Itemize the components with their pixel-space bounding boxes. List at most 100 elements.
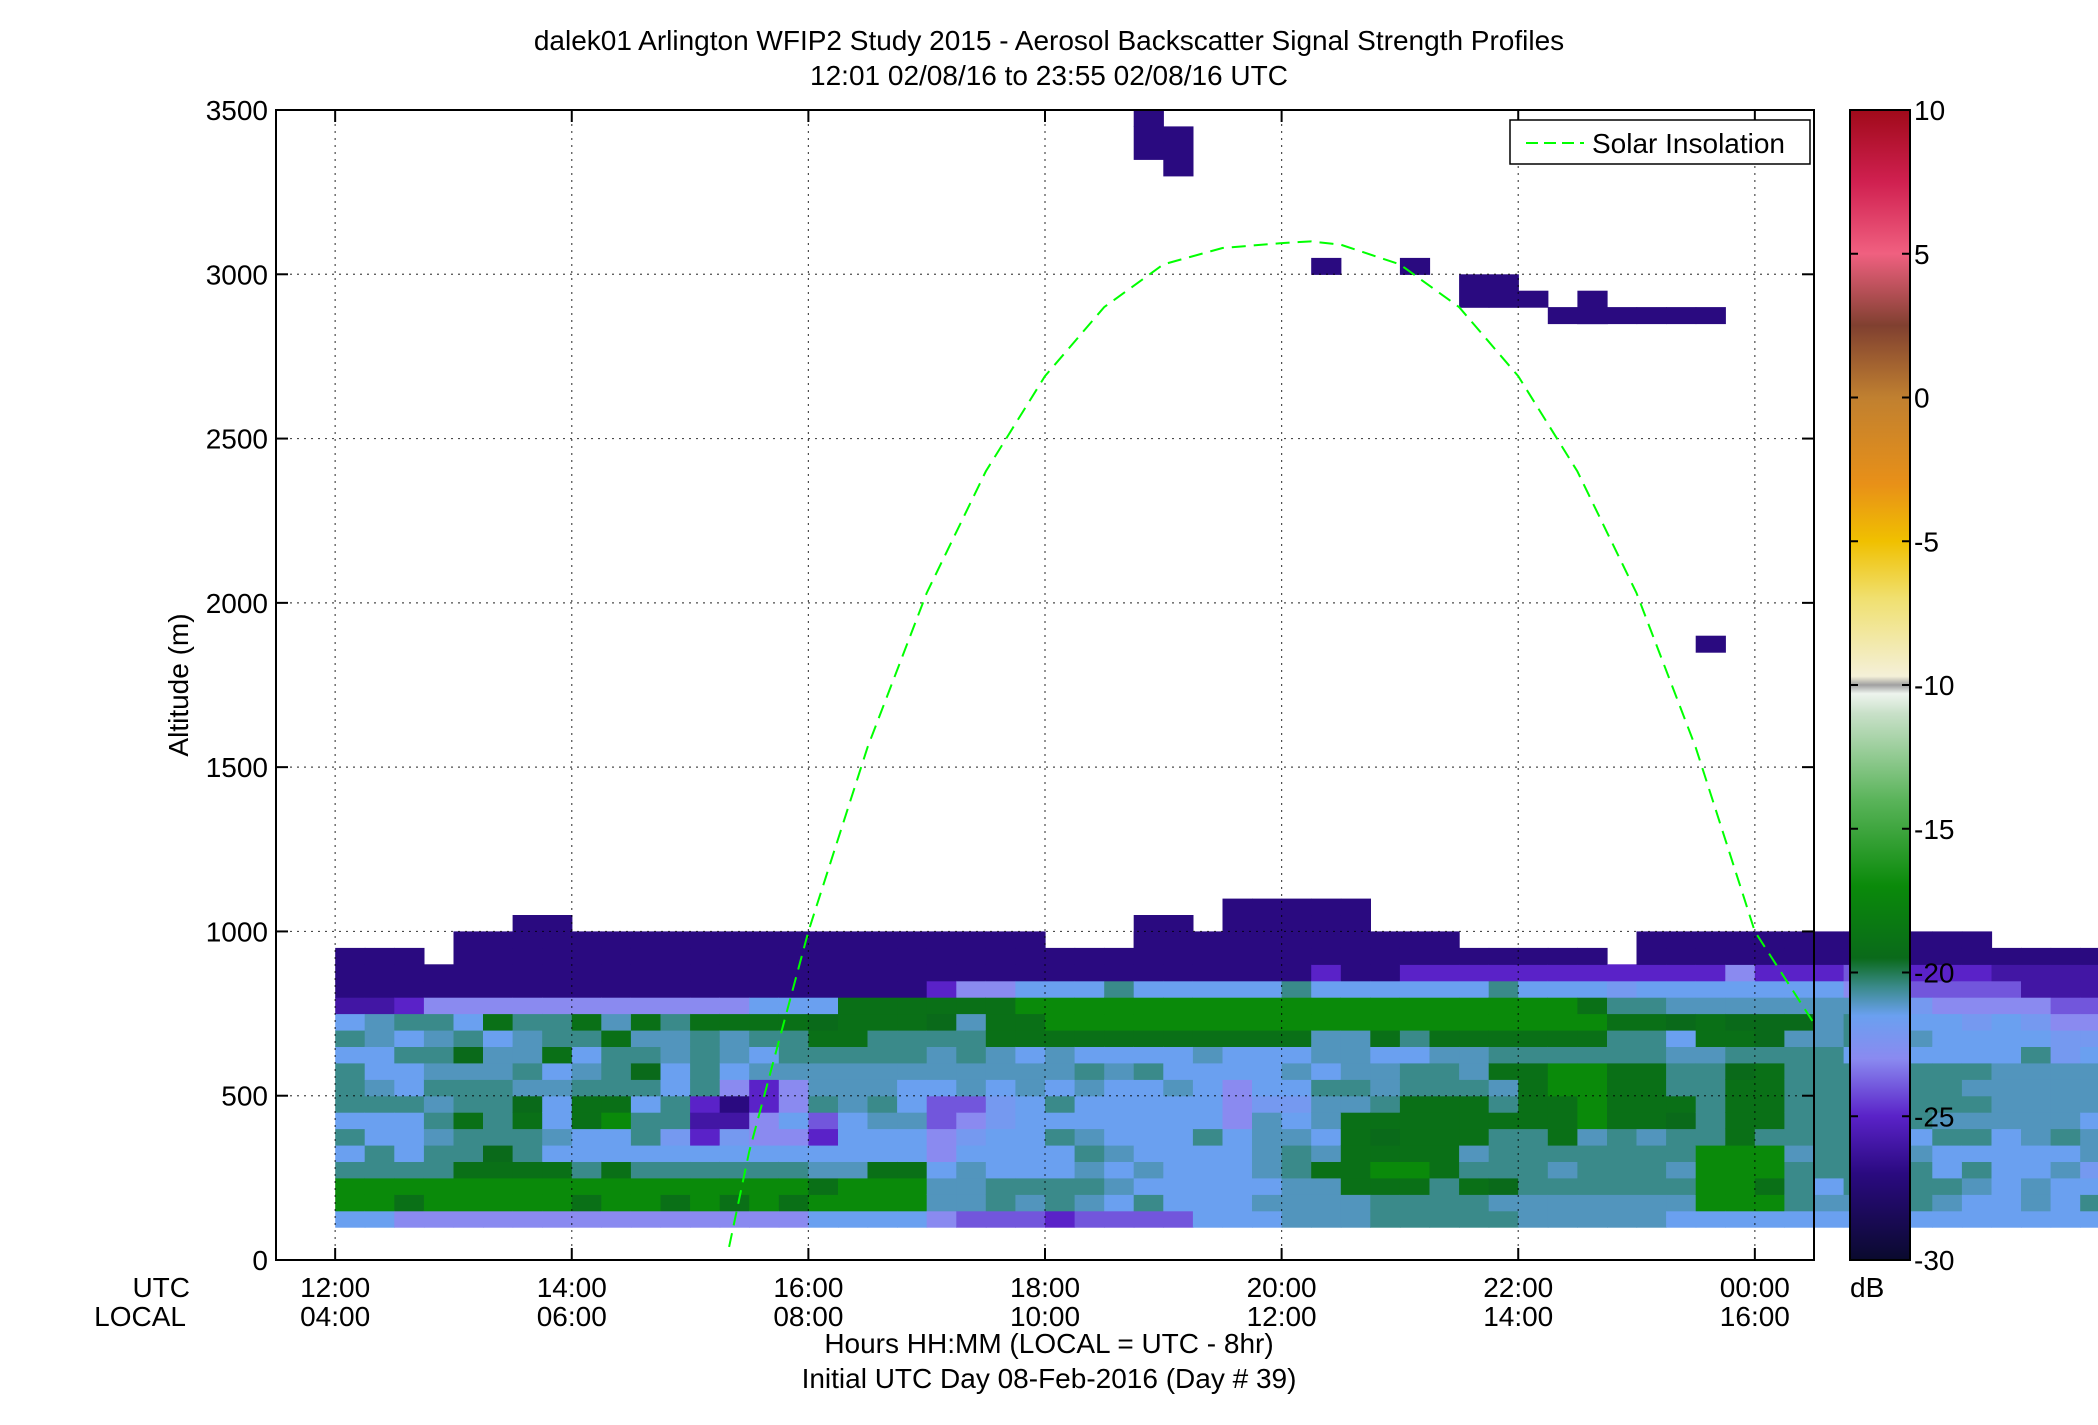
heatmap-cell — [1340, 1062, 1371, 1080]
heatmap-cell — [2050, 1177, 2081, 1195]
heatmap-cell — [838, 964, 869, 982]
heatmap-cell — [1045, 1177, 1076, 1195]
heatmap-cell — [1666, 1079, 1697, 1097]
heatmap-cell — [1814, 1030, 1845, 1047]
colorbar-tick-label: 10 — [1914, 95, 1945, 126]
heatmap-cell — [1488, 1194, 1519, 1212]
heatmap-cell — [719, 1145, 750, 1162]
heatmap-cell — [1074, 1112, 1105, 1130]
y-axis-label: Altitude (m) — [163, 613, 194, 756]
heatmap-cell — [956, 1128, 987, 1146]
heatmap-cell — [1133, 1062, 1164, 1080]
heatmap-cell — [571, 1046, 602, 1064]
heatmap-cell — [1192, 1046, 1224, 1064]
heatmap-cell — [897, 1046, 928, 1064]
heatmap-cell — [1252, 947, 1283, 965]
heatmap-cell — [1459, 1013, 1490, 1031]
colorbar: 10 5 0 -5 -10 -15 -20 -25 -30 dB — [1849, 95, 1954, 1303]
heatmap-cell — [1636, 997, 1667, 1015]
heatmap-cell — [542, 1112, 573, 1130]
heatmap-cell — [1932, 1194, 1963, 1212]
heatmap-cell — [630, 1177, 662, 1195]
heatmap-cell — [749, 947, 780, 965]
heatmap-cell — [749, 1194, 780, 1212]
heatmap-cell — [926, 1046, 957, 1064]
heatmap-cell — [1961, 1210, 1993, 1228]
heatmap-cell — [1577, 1128, 1608, 1146]
heatmap-cell — [1399, 1013, 1431, 1031]
heatmap-cell — [483, 997, 514, 1015]
heatmap-cell — [571, 1079, 602, 1097]
heatmap-cell — [956, 980, 987, 998]
heatmap-cell — [1192, 980, 1224, 998]
heatmap-cell — [1163, 142, 1194, 177]
heatmap-cell — [1695, 964, 1726, 982]
heatmap-cell — [897, 1079, 928, 1097]
heatmap-cell — [601, 1062, 632, 1080]
heatmap-cell — [364, 1210, 395, 1228]
heatmap-cell — [1104, 1161, 1135, 1179]
heatmap-cell — [1252, 1013, 1283, 1031]
heatmap-cell — [1577, 290, 1608, 325]
heatmap-cell — [1991, 1112, 2022, 1130]
heatmap-cell — [1104, 1079, 1135, 1097]
heatmap-cell — [985, 1062, 1016, 1080]
heatmap-cell — [1961, 1112, 1993, 1130]
colorbar-tick-label: -15 — [1914, 814, 1954, 845]
heatmap-cell — [2050, 1095, 2081, 1113]
x-row-label-local: LOCAL — [94, 1301, 186, 1332]
heatmap-cell — [808, 1095, 839, 1113]
colorbar-tick-label: -10 — [1914, 670, 1954, 701]
heatmap-cell — [542, 947, 573, 965]
x-tick-label-local: 08:00 — [773, 1301, 843, 1332]
y-tick-label: 1000 — [206, 916, 268, 947]
heatmap-cell — [542, 980, 573, 998]
heatmap-cell — [512, 1161, 543, 1179]
heatmap-cell — [1281, 1161, 1312, 1179]
heatmap-cell — [2021, 1210, 2052, 1228]
heatmap-cell — [1311, 1128, 1342, 1146]
heatmap-cell — [542, 1145, 573, 1162]
plot-area — [275, 109, 2098, 1261]
heatmap-cell — [1784, 931, 1815, 949]
heatmap-cell — [1222, 964, 1253, 982]
heatmap-cell — [1577, 1095, 1608, 1113]
heatmap-cell — [1695, 1161, 1726, 1179]
heatmap-cell — [1961, 964, 1993, 982]
heatmap-cell — [1192, 964, 1224, 982]
heatmap-cell — [1370, 931, 1401, 949]
heatmap-cell — [1133, 964, 1164, 982]
heatmap-cell — [2050, 1145, 2081, 1162]
heatmap-cell — [1636, 964, 1667, 982]
heatmap-cell — [630, 1095, 662, 1113]
heatmap-cell — [394, 1177, 425, 1195]
heatmap-cell — [1045, 1079, 1076, 1097]
heatmap-cell — [1518, 1161, 1549, 1179]
heatmap-cell — [897, 1095, 928, 1113]
heatmap-cell — [1192, 931, 1224, 949]
heatmap-cell — [483, 931, 514, 949]
heatmap-cell — [660, 1177, 691, 1195]
heatmap-cell — [1399, 1046, 1431, 1064]
heatmap-cell — [1636, 1079, 1667, 1097]
heatmap-cell — [985, 1210, 1016, 1228]
heatmap-cell — [512, 1210, 543, 1228]
heatmap-cell — [335, 1046, 366, 1064]
heatmap-cell — [749, 1095, 780, 1113]
heatmap-cell — [2021, 1013, 2052, 1031]
colorbar-tick-label: -20 — [1914, 958, 1954, 989]
heatmap-cell — [1459, 1046, 1490, 1064]
heatmap-cell — [1577, 1062, 1608, 1080]
heatmap-cell — [335, 947, 366, 965]
heatmap-cell — [630, 1013, 662, 1031]
heatmap-cell — [1932, 1161, 1963, 1179]
heatmap-cell — [808, 1210, 839, 1228]
heatmap-cell — [1666, 1177, 1697, 1195]
heatmap-cell — [1666, 1095, 1697, 1113]
heatmap-cell — [542, 1046, 573, 1064]
heatmap-cell — [364, 1046, 395, 1064]
heatmap-cell — [897, 1030, 928, 1047]
heatmap-cell — [778, 1095, 809, 1113]
heatmap-cell — [1991, 980, 2022, 998]
heatmap-cell — [394, 1079, 425, 1097]
